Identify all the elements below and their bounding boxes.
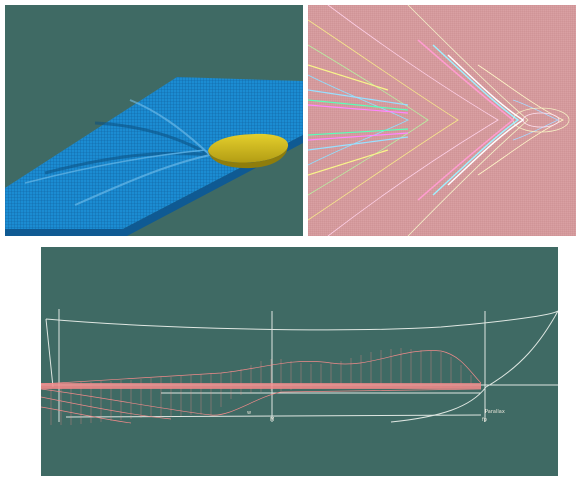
wave-mesh-panel bbox=[5, 5, 303, 236]
mesh-slab-side bbox=[5, 135, 303, 236]
hull-profile-panel: w M fp Parallax bbox=[41, 247, 558, 476]
contour-lines bbox=[308, 5, 570, 236]
wave-contour-render bbox=[308, 5, 576, 236]
label-fp: fp bbox=[482, 417, 487, 423]
hull-profile-render: w M fp Parallax bbox=[41, 309, 558, 425]
contour-vshape bbox=[417, 39, 525, 201]
wave-mesh-render bbox=[5, 77, 303, 236]
profile-mesh-verticals bbox=[50, 348, 472, 425]
wave-contour-panel bbox=[308, 5, 576, 236]
label-w: w bbox=[247, 410, 251, 416]
label-parallax: Parallax bbox=[485, 409, 505, 415]
ship-hull bbox=[208, 133, 289, 169]
profile-outline bbox=[41, 309, 558, 423]
contour-bands-left bbox=[308, 64, 409, 176]
wake-ridges bbox=[24, 99, 211, 206]
label-m: M bbox=[270, 417, 274, 423]
waterline-band bbox=[41, 383, 481, 389]
